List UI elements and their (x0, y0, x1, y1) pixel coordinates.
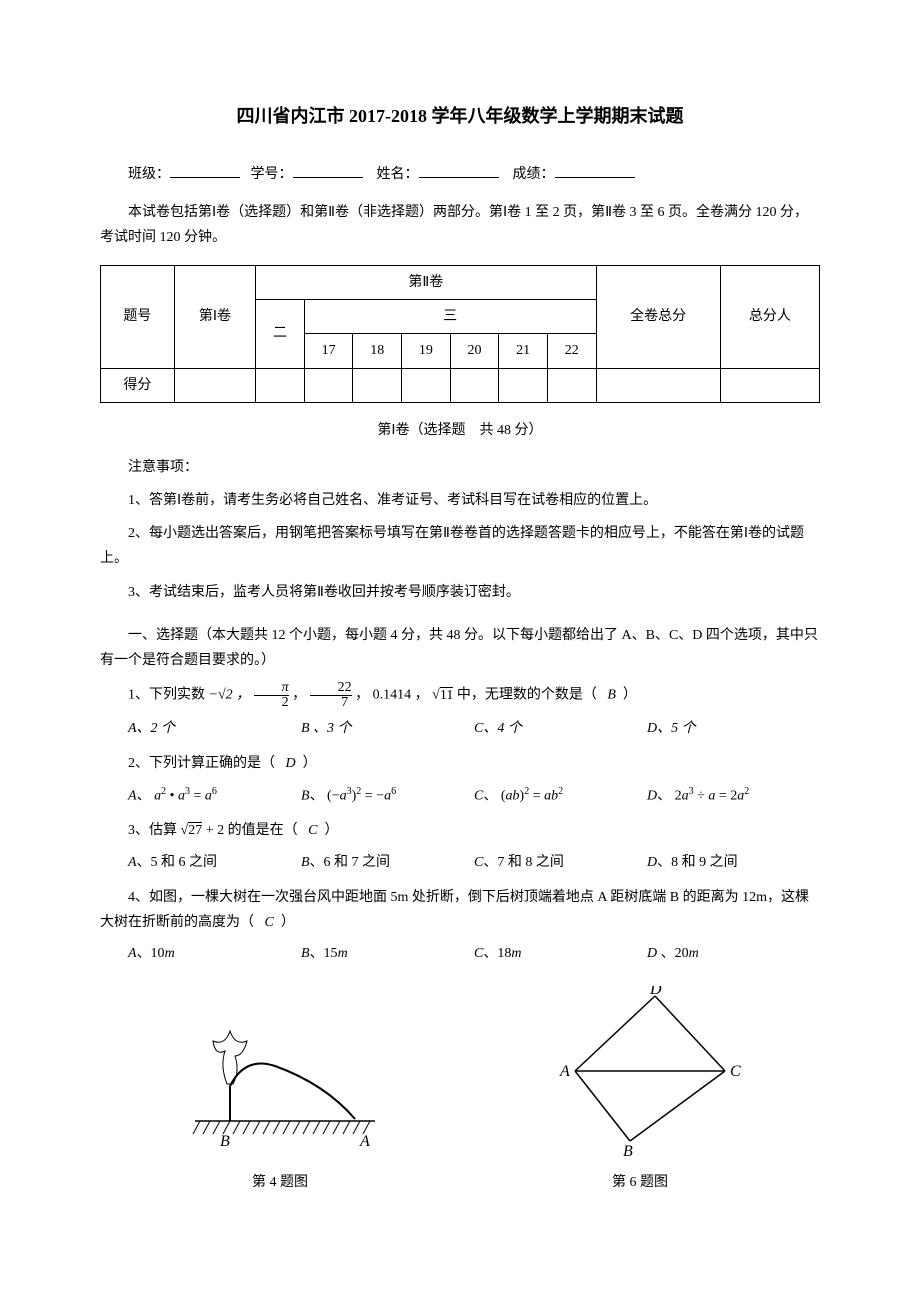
class-label: 班级： (128, 167, 170, 182)
table-row: 得分 (101, 368, 820, 402)
svg-text:B: B (623, 1143, 633, 1156)
q4-opt-a: A、10m (128, 941, 301, 966)
cell-blank (450, 368, 499, 402)
q4-opt-b: B、15m (301, 941, 474, 966)
score-table: 题号 第Ⅰ卷 第Ⅱ卷 全卷总分 总分人 二 三 17 18 19 20 21 2… (100, 265, 820, 403)
q1-text-pre: 下列实数 (149, 688, 205, 703)
question-4: 4、如图，一棵大树在一次强台风中距地面 5m 处折断，倒下后树顶端着地点 A 距… (100, 885, 820, 935)
cell-juan1: 第Ⅰ卷 (174, 265, 255, 368)
notice-item: 3、考试结束后，监考人员将第Ⅱ卷收回并按考号顺序装订密封。 (100, 580, 820, 605)
question-3: 3、估算 √27 + 2 的值是在（ C ） (100, 818, 820, 843)
q1-text-post: 中，无理数的个数是（ (457, 688, 597, 703)
q1-answer: B (607, 688, 616, 703)
cell-blank (174, 368, 255, 402)
figures-row: B A 第 4 题图 D A C B 第 6 题图 (100, 986, 820, 1194)
q4-answer: C (265, 915, 274, 930)
cell-col: 20 (450, 334, 499, 368)
cell-blank (304, 368, 353, 402)
page-title: 四川省内江市 2017-2018 学年八年级数学上学期期末试题 (100, 100, 820, 132)
figure-4: B A 第 4 题图 (175, 1006, 385, 1194)
student-info-line: 班级： 学号： 姓名： 成绩： (100, 162, 820, 187)
name-blank (419, 164, 499, 178)
cell-blank (353, 368, 402, 402)
figure-6: D A C B 第 6 题图 (535, 986, 745, 1194)
cell-col: 21 (499, 334, 548, 368)
cell-blank (256, 368, 305, 402)
svg-text:A: A (359, 1133, 370, 1150)
q1-math: −√2 ， (209, 688, 251, 703)
cell-juan2: 第Ⅱ卷 (256, 265, 596, 299)
q1-frac-227: 22 7 (310, 681, 352, 710)
q3-opt-d: D、8 和 9 之间 (647, 850, 820, 875)
cell-col: 17 (304, 334, 353, 368)
number-label: 学号： (251, 167, 293, 182)
q3-opt-b: B、6 和 7 之间 (301, 850, 474, 875)
cell-blank (402, 368, 451, 402)
fig6-caption: 第 6 题图 (535, 1170, 745, 1195)
fig6-svg: D A C B (535, 986, 745, 1156)
q2-text: 下列计算正确的是（ (149, 756, 275, 771)
q4-opt-c: C、18m (474, 941, 647, 966)
q1-opt-b: B 、3 个 (301, 716, 474, 741)
name-label: 姓名： (377, 167, 419, 182)
q1-comma: ， (292, 688, 310, 703)
score-label: 成绩： (513, 167, 555, 182)
q1-opt-d: D、5 个 (647, 716, 820, 741)
cell-tihao: 题号 (101, 265, 175, 368)
cell-san: 三 (304, 300, 596, 334)
score-blank (555, 164, 635, 178)
notice-item: 2、每小题选出答案后，用钢笔把答案标号填写在第Ⅱ卷卷首的选择题答题卡的相应号上，… (100, 521, 820, 571)
notice-item: 1、答第Ⅰ卷前，请考生务必将自己姓名、准考证号、考试科目写在试卷相应的位置上。 (100, 488, 820, 513)
cell-total: 全卷总分 (596, 265, 720, 368)
q1-rest: ， 0.1414 ， √11 (355, 687, 457, 703)
cell-blank (499, 368, 548, 402)
svg-text:B: B (220, 1133, 230, 1150)
cell-defen: 得分 (101, 368, 175, 402)
q2-options: A、 a2 • a3 = a6 B、 (−a3)2 = −a6 C、 (ab)2… (128, 783, 820, 809)
q3-options: A、5 和 6 之间 B、6 和 7 之间 C、7 和 8 之间 D、8 和 9… (128, 850, 820, 875)
q3-opt-c: C、7 和 8 之间 (474, 850, 647, 875)
q1-num: 1、 (128, 688, 149, 703)
q4-opt-d: D 、20m (647, 941, 820, 966)
fig4-svg: B A (175, 1006, 385, 1156)
fig4-caption: 第 4 题图 (175, 1170, 385, 1195)
q2-opt-b: B、 (−a3)2 = −a6 (301, 783, 474, 809)
question-2: 2、下列计算正确的是（ D ） (100, 751, 820, 776)
q1-frac-pi2: π 2 (254, 681, 289, 710)
q4-options: A、10m B、15m C、18m D 、20m (128, 941, 820, 966)
cell-blank (596, 368, 720, 402)
cell-scorer: 总分人 (720, 265, 819, 368)
q1-opt-c: C、4 个 (474, 716, 647, 741)
q4-text: 如图，一棵大树在一次强台风中距地面 5m 处折断，倒下后树顶端着地点 A 距树底… (100, 890, 809, 930)
q3-opt-a: A、5 和 6 之间 (128, 850, 301, 875)
number-blank (293, 164, 363, 178)
svg-text:C: C (730, 1063, 741, 1080)
intro-paragraph: 本试卷包括第Ⅰ卷（选择题）和第Ⅱ卷（非选择题）两部分。第Ⅰ卷 1 至 2 页，第… (100, 200, 820, 250)
q3-answer: C (308, 823, 317, 838)
cell-blank (720, 368, 819, 402)
notice-title: 注意事项： (100, 455, 820, 480)
q1-options: A、2 个 B 、3 个 C、4 个 D、5 个 (128, 716, 820, 741)
cell-blank (547, 368, 596, 402)
frac-den: 2 (254, 696, 289, 710)
q2-opt-d: D、 2a3 ÷ a = 2a2 (647, 783, 820, 809)
mc-intro: 一、选择题（本大题共 12 个小题，每小题 4 分，共 48 分。以下每小题都给… (100, 623, 820, 673)
frac-num: π (254, 681, 289, 696)
cell-col: 19 (402, 334, 451, 368)
table-row: 题号 第Ⅰ卷 第Ⅱ卷 全卷总分 总分人 (101, 265, 820, 299)
cell-er: 二 (256, 300, 305, 368)
q2-opt-a: A、 a2 • a3 = a6 (128, 783, 301, 809)
q2-opt-c: C、 (ab)2 = ab2 (474, 783, 647, 809)
q1-opt-a: A、2 个 (128, 716, 301, 741)
frac-num: 22 (310, 681, 352, 696)
svg-text:D: D (649, 986, 662, 998)
question-1: 1、下列实数 −√2 ， π 2 ， 22 7 ， 0.1414 ， √11 中… (100, 681, 820, 710)
cell-col: 18 (353, 334, 402, 368)
class-blank (170, 164, 240, 178)
section1-title: 第Ⅰ卷（选择题 共 48 分） (100, 418, 820, 443)
svg-text:A: A (559, 1063, 570, 1080)
frac-den: 7 (310, 696, 352, 710)
q2-answer: D (286, 756, 296, 771)
cell-col: 22 (547, 334, 596, 368)
